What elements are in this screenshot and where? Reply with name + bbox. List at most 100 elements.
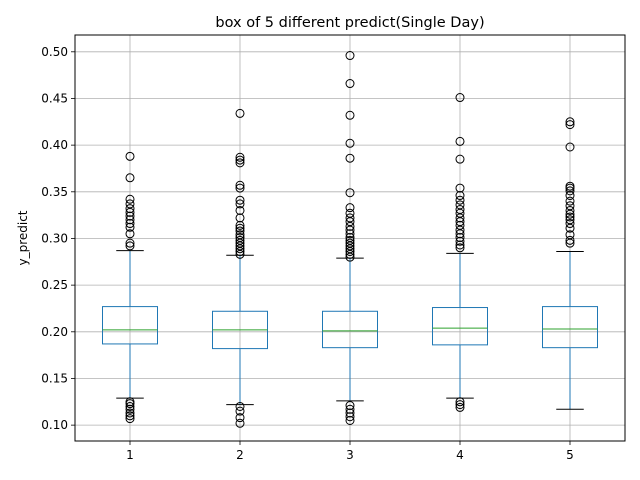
outlier-point — [125, 414, 135, 424]
outlier-point — [565, 201, 575, 211]
box-group-4 — [432, 93, 488, 412]
outlier-point — [565, 191, 575, 201]
outlier-point — [455, 195, 465, 205]
outlier-point — [125, 215, 135, 225]
outlier-point — [125, 199, 135, 209]
outlier-point — [455, 397, 465, 407]
outlier-point — [235, 205, 245, 215]
outlier-point — [235, 180, 245, 190]
outlier-point — [235, 155, 245, 165]
x-tick-label: 1 — [126, 448, 134, 462]
outlier-point — [235, 183, 245, 193]
outlier-point — [345, 153, 355, 163]
plot-area-frame — [74, 34, 626, 442]
outlier-point — [235, 108, 245, 118]
outlier-point — [125, 404, 135, 414]
x-tick-label: 4 — [456, 448, 464, 462]
outlier-point — [235, 413, 245, 423]
outlier-point — [455, 200, 465, 210]
box-group-1 — [102, 151, 158, 424]
box-group-5 — [542, 117, 598, 410]
y-tick-label: 0.35 — [41, 185, 68, 199]
outlier-point — [565, 186, 575, 196]
outlier-point — [125, 408, 135, 418]
outlier-point — [345, 229, 355, 239]
box-group-2 — [212, 108, 268, 428]
outlier-point — [345, 408, 355, 418]
outlier-point — [345, 412, 355, 422]
iqr-box — [102, 306, 158, 345]
outlier-point — [235, 233, 245, 243]
outlier-point — [345, 138, 355, 148]
y-tick-label: 0.40 — [41, 138, 68, 152]
outlier-point — [235, 401, 245, 411]
y-tick-label: 0.15 — [41, 371, 68, 385]
outlier-point — [345, 415, 355, 425]
outlier-point — [125, 401, 135, 411]
outlier-point — [565, 120, 575, 130]
outlier-point — [235, 213, 245, 223]
outlier-point — [565, 205, 575, 215]
outlier-point — [455, 136, 465, 146]
outlier-point — [235, 223, 245, 233]
outlier-point — [345, 110, 355, 120]
y-tick-label: 0.30 — [41, 231, 68, 245]
outlier-point — [565, 215, 575, 225]
outlier-point — [345, 401, 355, 411]
y-tick-label: 0.45 — [41, 91, 68, 105]
outlier-point — [345, 51, 355, 61]
outlier-point — [455, 154, 465, 164]
outlier-point — [565, 196, 575, 206]
outlier-point — [125, 204, 135, 214]
outlier-point — [345, 233, 355, 243]
chart-title: box of 5 different predict(Single Day) — [215, 15, 484, 31]
outlier-point — [345, 79, 355, 89]
outlier-point — [455, 205, 465, 215]
y-tick-label: 0.25 — [41, 278, 68, 292]
outlier-point — [235, 199, 245, 209]
outlier-point — [235, 195, 245, 205]
outlier-point — [235, 220, 245, 230]
outlier-point — [565, 142, 575, 152]
outlier-point — [565, 212, 575, 222]
outlier-point — [345, 238, 355, 248]
outlier-point — [125, 173, 135, 183]
y-axis-label: y_predict — [16, 210, 30, 265]
outlier-point — [455, 400, 465, 410]
outlier-point — [455, 240, 465, 250]
outlier-point — [455, 93, 465, 103]
outlier-point — [455, 191, 465, 201]
outlier-point — [345, 404, 355, 414]
outlier-point — [345, 208, 355, 218]
iqr-box — [542, 306, 598, 349]
outlier-point — [125, 397, 135, 407]
outlier-point — [235, 406, 245, 416]
outlier-point — [345, 213, 355, 223]
outlier-point — [235, 226, 245, 236]
outlier-point — [455, 236, 465, 246]
outlier-point — [565, 219, 575, 229]
axis-ticks: 0.10 0.15 0.20 0.25 0.30 0.35 0.40 0.45 0.50 1 2 3 4… — [41, 45, 574, 462]
outlier-point — [455, 220, 465, 230]
outlier-point — [125, 222, 135, 232]
box-group-3 — [322, 51, 378, 425]
outlier-point — [455, 402, 465, 412]
outlier-point — [235, 235, 245, 245]
outlier-point — [345, 203, 355, 213]
x-tick-label: 5 — [566, 448, 574, 462]
iqr-box — [432, 307, 488, 346]
outlier-point — [345, 188, 355, 198]
outlier-point — [125, 241, 135, 251]
outlier-point — [235, 158, 245, 168]
outlier-point — [235, 418, 245, 428]
outlier-point — [235, 230, 245, 240]
outlier-point — [345, 235, 355, 245]
outlier-point — [455, 183, 465, 193]
outlier-point — [455, 233, 465, 243]
outlier-point — [125, 411, 135, 421]
outlier-point — [125, 229, 135, 239]
iqr-box — [322, 310, 378, 349]
boxes — [102, 51, 598, 428]
x-tick-label: 2 — [236, 448, 244, 462]
